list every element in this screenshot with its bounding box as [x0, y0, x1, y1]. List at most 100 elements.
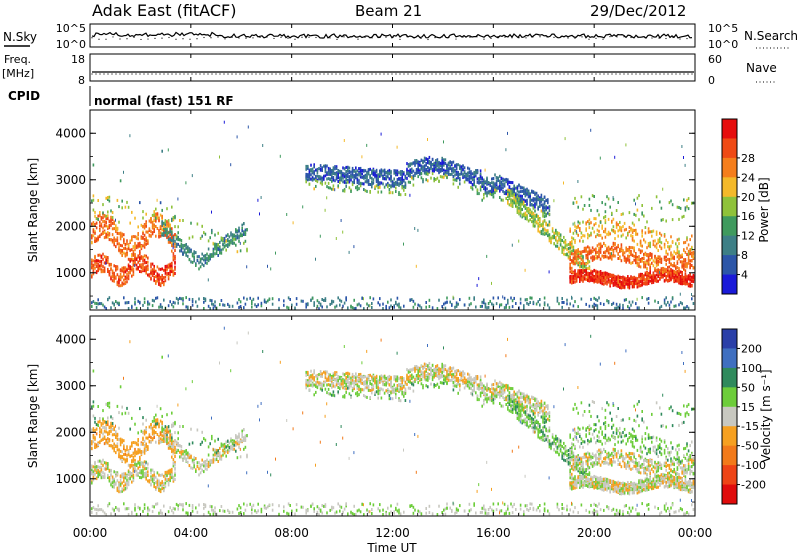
power-cell	[436, 160, 439, 164]
power-cell	[332, 176, 335, 179]
power-cell	[659, 260, 661, 264]
power-cell	[171, 236, 173, 240]
power-cell	[655, 273, 658, 277]
velocity-cell	[105, 461, 107, 465]
power-cell	[124, 301, 127, 305]
power-cell	[566, 253, 568, 256]
power-cell	[177, 242, 179, 246]
power-cell	[113, 271, 115, 275]
power-cell	[689, 262, 691, 266]
velocity-cell	[131, 511, 133, 515]
power-cell	[513, 184, 515, 188]
power-cell	[251, 302, 253, 305]
power-cell	[150, 262, 152, 266]
power-cell	[198, 267, 200, 271]
power-cell	[396, 173, 399, 177]
power-cell	[524, 188, 527, 192]
power-cell	[563, 248, 565, 252]
power-cell	[543, 209, 546, 213]
power-cell	[443, 302, 445, 306]
range-tick-label: 1000	[55, 266, 86, 280]
power-cell	[604, 250, 607, 254]
power-cell	[639, 241, 642, 245]
power-cell	[587, 260, 589, 264]
power-cell	[119, 284, 122, 288]
power-cell	[459, 298, 461, 302]
power-cell	[529, 199, 531, 203]
power-cell	[289, 298, 291, 301]
velocity-cell	[132, 441, 135, 444]
velocity-cell	[137, 443, 139, 447]
power-cell	[551, 235, 554, 239]
power-cell	[321, 166, 323, 170]
power-cell	[651, 206, 653, 210]
power-cell	[196, 304, 199, 308]
power-cell	[396, 181, 399, 185]
power-cell	[566, 302, 568, 306]
power-cell	[159, 305, 162, 309]
power-cell	[595, 269, 597, 273]
power-cell	[126, 301, 128, 305]
power-cell	[567, 247, 570, 250]
power-cell	[318, 177, 320, 181]
velocity-cell	[116, 448, 119, 452]
power-cell	[340, 299, 343, 303]
power-cell	[420, 164, 423, 168]
power-cell	[113, 236, 115, 240]
power-cell	[636, 257, 639, 261]
power-cell	[468, 177, 471, 181]
power-cell	[604, 215, 607, 218]
power-cell	[140, 265, 143, 269]
velocity-cell	[124, 448, 127, 452]
power-cell	[563, 252, 565, 256]
power-cell	[207, 247, 210, 251]
power-cell	[539, 218, 541, 222]
power-cell	[655, 279, 658, 283]
power-cell	[452, 178, 455, 182]
power-cell	[361, 172, 363, 176]
power-cell	[209, 307, 211, 311]
power-cell	[590, 269, 592, 273]
power-cell	[147, 268, 149, 271]
power-cell	[369, 296, 371, 300]
power-cell	[660, 267, 663, 271]
power-cell	[158, 235, 160, 239]
power-cell	[375, 180, 378, 184]
power-cell	[212, 303, 215, 307]
power-cell	[103, 269, 106, 273]
power-cell	[119, 243, 122, 247]
power-cell	[612, 301, 615, 305]
power-cell	[191, 252, 194, 256]
power-cell	[134, 216, 136, 220]
power-cell	[572, 231, 575, 235]
power-cell	[646, 267, 648, 271]
power-cell	[105, 258, 107, 262]
power-cell	[593, 257, 595, 261]
power-cell	[599, 277, 602, 281]
power-cell	[572, 245, 575, 249]
power-cell	[403, 179, 405, 183]
power-cell	[343, 189, 346, 193]
power-cell	[435, 178, 437, 181]
power-cell	[505, 148, 507, 152]
power-cell	[372, 169, 375, 172]
cpid-label: CPID	[8, 89, 40, 103]
power-cell	[105, 234, 107, 238]
power-cell	[127, 267, 130, 270]
power-cell	[167, 238, 170, 241]
velocity-cell	[108, 401, 111, 405]
power-cell	[340, 171, 343, 175]
power-cell	[641, 257, 643, 260]
power-cell	[555, 244, 557, 248]
power-cell	[683, 214, 685, 218]
power-cell	[518, 239, 520, 243]
power-cell	[396, 183, 399, 186]
velocity-cell	[108, 468, 111, 472]
power-cell	[423, 171, 426, 175]
power-cell	[311, 170, 314, 174]
power-cell	[123, 296, 125, 300]
power-cell	[518, 183, 520, 187]
power-cell	[667, 274, 669, 278]
power-cell	[244, 231, 247, 234]
power-cell	[587, 253, 589, 257]
